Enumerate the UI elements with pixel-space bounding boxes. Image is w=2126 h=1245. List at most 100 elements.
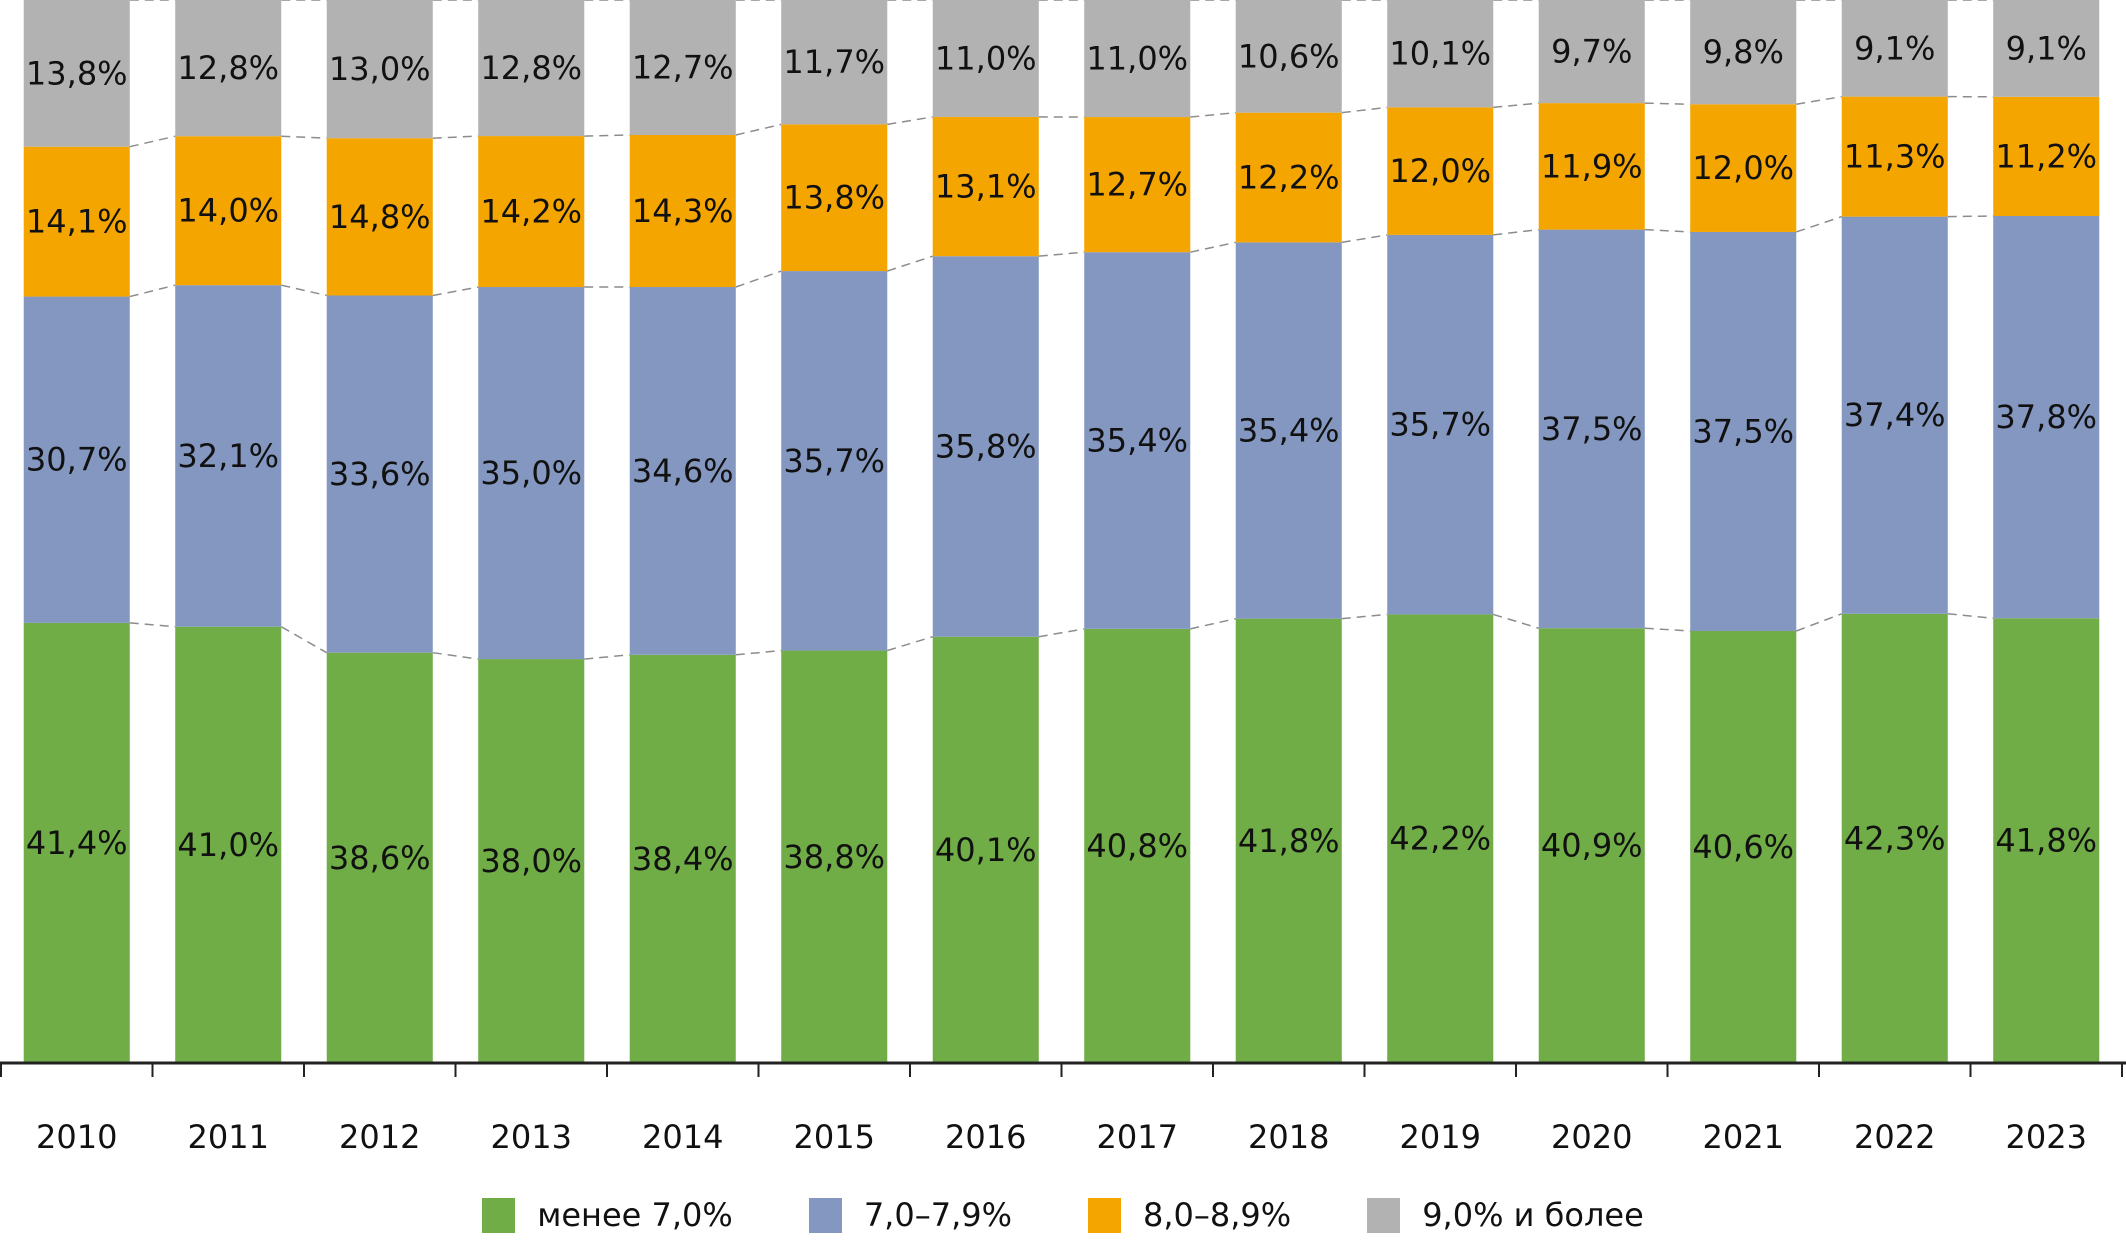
data-label: 35,7%: [1389, 406, 1491, 444]
bar-segment: [1690, 630, 1797, 1063]
bar-segment: [1690, 231, 1797, 631]
bar-segment: [326, 138, 433, 296]
stacked-bar-chart: 41,4% 30,7% 14,1% 13,8% 41,0% 32,1% 14,0% 12,8%…: [0, 0, 2126, 1156]
legend-item-under-7: менее 7,0%: [482, 1196, 733, 1234]
year-label: 2018: [1248, 1118, 1329, 1156]
bar-segment: [1690, 0, 1797, 105]
data-label: 35,0%: [480, 454, 582, 492]
legend: менее 7,0% 7,0–7,9% 8,0–8,9% 9,0% и боле…: [0, 1196, 2126, 1234]
connector-line: [584, 654, 630, 660]
bar-segment: [629, 287, 736, 655]
data-label: 33,6%: [329, 455, 431, 493]
x-axis: 2010 2011 2012 2013 2014 2015 2016 2017 2018 2019…: [0, 1061, 2126, 1156]
legend-label: 8,0–8,9%: [1143, 1196, 1292, 1234]
bar-segment: [1538, 229, 1645, 629]
connector-line: [1190, 241, 1236, 253]
bar-segment: [781, 124, 888, 272]
legend-label: менее 7,0%: [537, 1196, 733, 1234]
data-label: 12,8%: [480, 49, 582, 87]
data-label: 12,0%: [1692, 149, 1794, 187]
bar-segment: [23, 622, 130, 1063]
bar-segment: [478, 659, 585, 1063]
connector-line: [584, 134, 630, 137]
data-label: 30,7%: [26, 441, 128, 479]
data-label: 38,0%: [480, 842, 582, 880]
bars: [23, 0, 2100, 1063]
year-label: 2010: [36, 1118, 117, 1156]
bar-segment: [932, 256, 1039, 637]
bar-segment: [1387, 0, 1494, 108]
legend-swatch: [1367, 1197, 1401, 1233]
bar-segment: [1235, 242, 1342, 619]
connector-line: [129, 622, 176, 628]
data-label: 40,1%: [935, 831, 1037, 869]
data-label: 41,8%: [1995, 822, 2097, 860]
connector-line: [432, 135, 479, 139]
bar-segment: [1993, 618, 2100, 1063]
data-label: 12,7%: [1086, 166, 1188, 204]
connector-line: [1796, 95, 1842, 106]
connector-line: [1341, 234, 1388, 244]
bar-segment: [23, 0, 130, 147]
connector-line: [1038, 628, 1085, 638]
connector-line: [1493, 228, 1539, 236]
bar-segment: [932, 636, 1039, 1063]
connector-line: [1493, 102, 1539, 109]
year-label: 2023: [2006, 1118, 2087, 1156]
data-label: 9,7%: [1551, 33, 1632, 71]
bar-segment: [629, 135, 736, 288]
bar-segment: [1084, 117, 1191, 253]
data-label: 10,6%: [1238, 37, 1340, 75]
data-label: 12,2%: [1238, 159, 1340, 197]
year-label: 2012: [339, 1118, 420, 1156]
data-label: 13,8%: [26, 54, 128, 92]
bar-segment: [175, 626, 282, 1063]
bar-segment: [1235, 618, 1342, 1063]
bar-segment: [932, 0, 1039, 117]
connector-line: [887, 116, 933, 126]
connector-lines: [129, 0, 1994, 660]
connector-line: [280, 626, 328, 654]
bar-segment: [175, 0, 282, 137]
data-label: 10,1%: [1389, 35, 1491, 73]
bar-segment: [23, 146, 130, 297]
bar-segment: [1993, 216, 2100, 619]
bar-segment: [629, 0, 736, 136]
connector-line: [1644, 102, 1691, 106]
bar-segment: [326, 295, 433, 653]
bar-segment: [781, 271, 888, 651]
connector-line: [1190, 111, 1236, 118]
bar-segment: [1538, 628, 1645, 1063]
connector-line: [1796, 613, 1842, 632]
bar-segment: [1387, 107, 1494, 235]
legend-item-9-plus: 9,0% и более: [1367, 1196, 1644, 1234]
legend-item-7-7.9: 7,0–7,9%: [808, 1196, 1012, 1234]
data-label: 38,8%: [783, 838, 885, 876]
data-label: 11,0%: [935, 39, 1037, 77]
data-label: 12,8%: [177, 49, 279, 87]
data-label: 37,4%: [1844, 396, 1946, 434]
connector-line: [1038, 251, 1085, 257]
connector-line: [1796, 215, 1842, 233]
connector-line: [1493, 613, 1539, 629]
legend-label: 7,0–7,9%: [863, 1196, 1012, 1234]
bar-segment: [1538, 0, 1645, 104]
connector-line: [735, 123, 782, 136]
data-label: 42,2%: [1389, 820, 1491, 858]
legend-item-8-8.9: 8,0–8,9%: [1088, 1196, 1291, 1234]
bar-segment: [1690, 104, 1797, 232]
bar-segment: [1538, 103, 1645, 230]
data-label: 37,8%: [1995, 398, 2097, 436]
year-label: 2020: [1551, 1118, 1632, 1156]
bar-segment: [1841, 216, 1948, 614]
legend-label: 9,0% и более: [1422, 1196, 1644, 1234]
bar-segment: [1841, 613, 1948, 1063]
bar-segment: [1235, 0, 1342, 113]
bar-segment: [23, 296, 130, 623]
bar-segment: [1084, 252, 1191, 629]
connector-line: [129, 284, 176, 298]
data-label: 9,1%: [1854, 29, 1935, 67]
data-labels: 41,4% 30,7% 14,1% 13,8% 41,0% 32,1% 14,0% 12,8%…: [26, 29, 2097, 880]
data-label: 42,3%: [1844, 819, 1946, 857]
bar-segment: [1084, 0, 1191, 118]
